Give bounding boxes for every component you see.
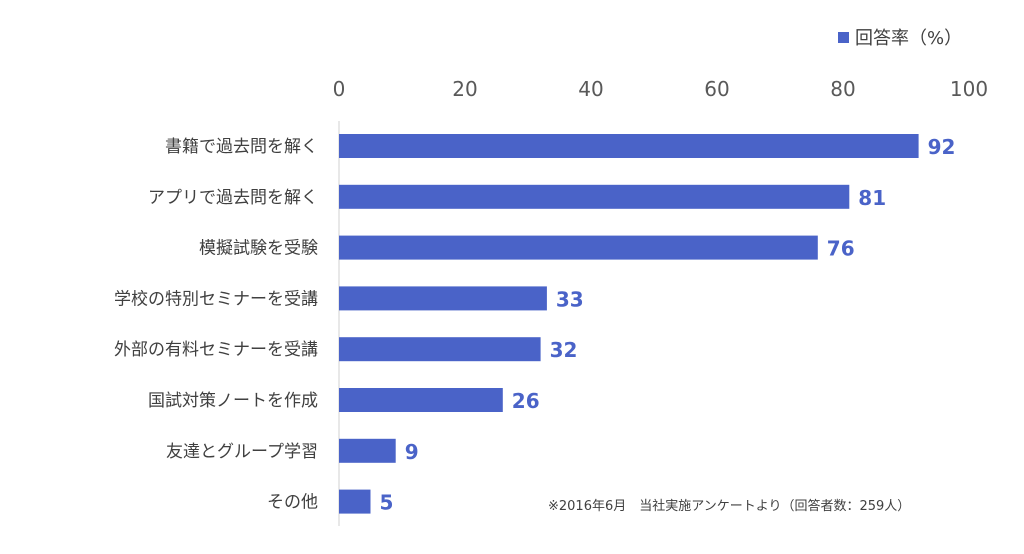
footnote: ※2016年6月 当社実施アンケートより（回答者数：259人） xyxy=(548,499,911,514)
x-tick-label: 0 xyxy=(333,77,346,101)
legend-label: 回答率（%） xyxy=(855,28,963,49)
x-axis-ticks: 0 20 40 60 80 100 xyxy=(333,77,988,101)
bar xyxy=(339,184,850,209)
data-label: 76 xyxy=(827,237,855,261)
data-label: 92 xyxy=(928,135,956,159)
category-label: 国試対策ノートを作成 xyxy=(148,391,318,411)
category-label: アプリで過去問を解く xyxy=(148,188,318,208)
data-label: 5 xyxy=(380,491,394,515)
x-tick-label: 80 xyxy=(830,77,855,101)
category-label: 書籍で過去問を解く xyxy=(165,137,318,157)
legend-swatch xyxy=(838,31,849,43)
bar xyxy=(339,388,503,412)
x-tick-label: 40 xyxy=(578,77,603,101)
category-label: 友達とグループ学習 xyxy=(166,442,318,462)
data-label: 26 xyxy=(512,389,540,413)
category-label: 外部の有料セミナーを受講 xyxy=(114,340,318,360)
bar xyxy=(339,286,547,311)
bar xyxy=(339,489,371,514)
category-label: その他 xyxy=(267,493,318,513)
category-labels: 書籍で過去問を解くアプリで過去問を解く模擬試験を受験学校の特別セミナーを受講外部… xyxy=(114,137,318,513)
x-tick-label: 60 xyxy=(704,77,729,101)
bar xyxy=(339,134,919,158)
bar xyxy=(339,438,396,463)
data-label: 32 xyxy=(550,338,578,362)
x-tick-label: 100 xyxy=(950,77,988,101)
category-label: 学校の特別セミナーを受講 xyxy=(114,289,318,309)
legend: 回答率（%） xyxy=(838,24,962,50)
data-label: 33 xyxy=(556,287,584,311)
bar xyxy=(339,337,541,362)
bar xyxy=(339,235,818,260)
data-label: 9 xyxy=(405,440,419,464)
x-tick-label: 20 xyxy=(452,77,477,101)
data-labels: 92 81 76 33 32 26 9 5 xyxy=(380,135,956,515)
category-label: 模擬試験を受験 xyxy=(199,239,318,259)
data-label: 81 xyxy=(858,186,886,210)
bars xyxy=(339,134,919,514)
